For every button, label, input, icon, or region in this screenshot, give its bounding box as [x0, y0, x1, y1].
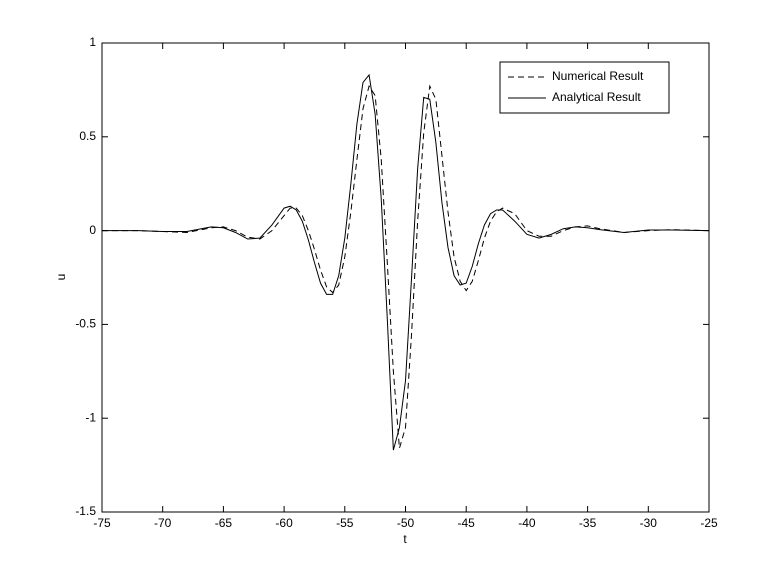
y-axis-label: u	[54, 274, 68, 281]
legend-label: Numerical Result	[552, 69, 644, 83]
x-tick-label: -40	[518, 516, 536, 530]
x-axis-label: t	[403, 532, 407, 546]
x-tick-label: -70	[154, 516, 172, 530]
y-tick-label: -1	[85, 410, 96, 424]
legend-label: Analytical Result	[552, 90, 641, 104]
y-tick-label: 0	[89, 223, 96, 237]
series-line	[102, 84, 710, 449]
y-tick-label: -1.5	[75, 504, 96, 518]
x-tick-label: -25	[700, 516, 718, 530]
x-tick-label: -60	[275, 516, 293, 530]
x-tick-label: -30	[640, 516, 658, 530]
legend-box	[499, 61, 670, 114]
x-tick-label: -75	[93, 516, 111, 530]
y-tick-label: 0.5	[79, 129, 96, 143]
x-tick-label: -35	[579, 516, 597, 530]
x-tick-label: -45	[458, 516, 476, 530]
series-line	[102, 73, 710, 451]
y-tick-label: -0.5	[75, 317, 96, 331]
y-tick-label: 1	[89, 35, 96, 49]
x-tick-label: -50	[397, 516, 415, 530]
x-tick-label: -65	[215, 516, 233, 530]
x-tick-label: -55	[336, 516, 354, 530]
